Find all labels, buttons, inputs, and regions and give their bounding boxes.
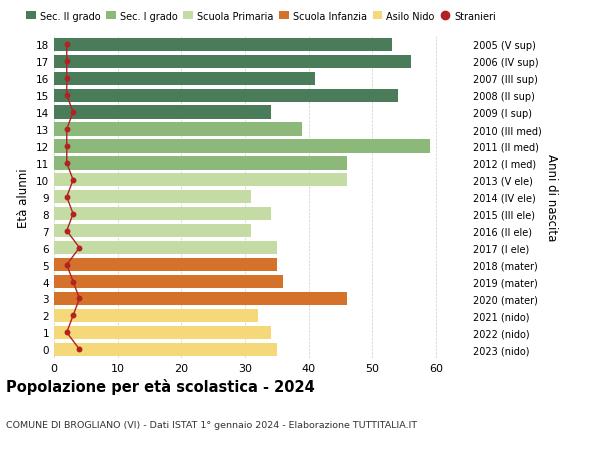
Point <box>62 75 71 83</box>
Bar <box>54 73 315 85</box>
Bar <box>54 207 271 221</box>
Bar <box>54 123 302 136</box>
Bar <box>54 292 347 305</box>
Legend: Sec. II grado, Sec. I grado, Scuola Primaria, Scuola Infanzia, Asilo Nido, Stran: Sec. II grado, Sec. I grado, Scuola Prim… <box>22 8 500 25</box>
Y-axis label: Anni di nascita: Anni di nascita <box>545 154 558 241</box>
Point <box>62 58 71 66</box>
Point <box>74 295 84 302</box>
Bar <box>54 39 392 52</box>
Bar <box>54 174 347 187</box>
Bar <box>54 140 430 153</box>
Text: Popolazione per età scolastica - 2024: Popolazione per età scolastica - 2024 <box>6 379 315 395</box>
Point <box>62 228 71 235</box>
Point <box>62 92 71 100</box>
Bar <box>54 326 271 339</box>
Bar <box>54 106 271 119</box>
Point <box>62 160 71 167</box>
Point <box>62 261 71 269</box>
Point <box>68 312 78 319</box>
Bar <box>54 191 251 204</box>
Point <box>62 41 71 49</box>
Bar <box>54 224 251 238</box>
Bar <box>54 343 277 356</box>
Bar <box>54 241 277 255</box>
Point <box>68 109 78 117</box>
Text: COMUNE DI BROGLIANO (VI) - Dati ISTAT 1° gennaio 2024 - Elaborazione TUTTITALIA.: COMUNE DI BROGLIANO (VI) - Dati ISTAT 1°… <box>6 420 417 429</box>
Point <box>62 329 71 336</box>
Bar <box>54 90 398 102</box>
Bar <box>54 157 347 170</box>
Point <box>68 278 78 285</box>
Point <box>68 177 78 184</box>
Bar <box>54 309 258 322</box>
Point <box>62 143 71 150</box>
Y-axis label: Età alunni: Età alunni <box>17 168 31 227</box>
Bar <box>54 258 277 272</box>
Point <box>68 211 78 218</box>
Point <box>62 194 71 201</box>
Point <box>74 346 84 353</box>
Point <box>62 126 71 134</box>
Point <box>74 245 84 252</box>
Bar <box>54 56 410 69</box>
Bar <box>54 275 283 289</box>
